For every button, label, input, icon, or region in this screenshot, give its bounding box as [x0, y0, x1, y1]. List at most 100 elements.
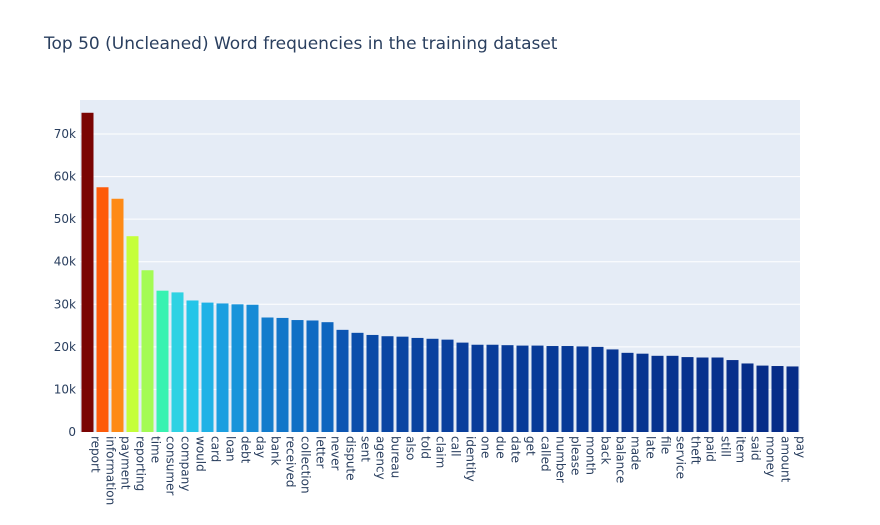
bar-due[interactable]: [486, 344, 499, 432]
bar-made[interactable]: [621, 352, 634, 432]
x-tick-label: paid: [704, 436, 718, 462]
bar-payment[interactable]: [111, 198, 124, 432]
bar-bank[interactable]: [261, 317, 274, 432]
x-tick-label: reporting: [134, 436, 148, 491]
y-tick-label: 10k: [54, 382, 76, 396]
x-tick-label: still: [719, 436, 733, 457]
bar-card[interactable]: [201, 302, 214, 432]
bar-money[interactable]: [756, 365, 769, 432]
y-axis-ticks: 0 10k 20k 30k 40k 50k 60k 70k: [54, 127, 76, 439]
x-tick-label: bureau: [389, 436, 403, 478]
chart-title: Top 50 (Uncleaned) Word frequencies in t…: [44, 34, 558, 54]
x-tick-label: due: [494, 436, 508, 459]
x-tick-label: time: [149, 436, 163, 463]
y-tick-label: 60k: [54, 170, 76, 184]
x-tick-label: bank: [269, 436, 283, 466]
x-tick-label: told: [419, 436, 433, 459]
bar-number[interactable]: [546, 346, 559, 432]
x-tick-label: number: [554, 436, 568, 483]
x-tick-label: card: [209, 436, 223, 462]
bar-item[interactable]: [726, 360, 739, 432]
x-tick-label: please: [569, 436, 583, 475]
x-tick-label: loan: [224, 436, 238, 462]
bar-call[interactable]: [441, 339, 454, 432]
bar-sent[interactable]: [351, 332, 364, 432]
x-tick-label: never: [329, 436, 343, 470]
bar-one[interactable]: [471, 344, 484, 432]
bar-claim[interactable]: [426, 338, 439, 432]
y-tick-label: 70k: [54, 127, 76, 141]
bar-back[interactable]: [591, 346, 604, 432]
x-tick-label: back: [599, 436, 613, 465]
x-tick-label: file: [659, 436, 673, 454]
bar-paid[interactable]: [696, 357, 709, 432]
bar-report[interactable]: [81, 112, 94, 433]
bar-debt[interactable]: [231, 304, 244, 432]
plot-background: [80, 100, 800, 432]
bar-consumer[interactable]: [156, 290, 169, 432]
bar-pay[interactable]: [786, 366, 799, 432]
bar-told[interactable]: [411, 337, 424, 432]
x-tick-label: dispute: [344, 436, 358, 481]
x-tick-label: claim: [434, 436, 448, 468]
x-tick-label: letter: [314, 436, 328, 469]
x-tick-label: received: [284, 436, 298, 487]
bar-service[interactable]: [666, 355, 679, 432]
bar-reporting[interactable]: [126, 236, 139, 432]
x-tick-label: made: [629, 436, 643, 470]
bar-get[interactable]: [516, 345, 529, 432]
x-tick-label: get: [524, 436, 538, 456]
bar-balance[interactable]: [606, 349, 619, 432]
bar-bureau[interactable]: [381, 336, 394, 432]
bar-letter[interactable]: [306, 320, 319, 432]
x-tick-label: date: [509, 436, 523, 463]
x-axis-ticks: report information payment reporting time con…: [89, 436, 808, 505]
bar-dispute[interactable]: [336, 329, 349, 432]
bar-company[interactable]: [171, 292, 184, 432]
x-tick-label: agency: [374, 436, 388, 480]
bar-loan[interactable]: [216, 303, 229, 432]
bar-never[interactable]: [321, 322, 334, 432]
bar-time[interactable]: [141, 270, 154, 432]
bar-information[interactable]: [96, 187, 109, 432]
bar-day[interactable]: [246, 304, 259, 432]
bar-also[interactable]: [396, 336, 409, 432]
bar-month[interactable]: [576, 346, 589, 432]
bar-late[interactable]: [636, 353, 649, 432]
bar-theft[interactable]: [681, 357, 694, 432]
x-tick-label: said: [749, 436, 763, 461]
x-tick-label: would: [194, 436, 208, 472]
bar-still[interactable]: [711, 357, 724, 432]
bar-identity[interactable]: [456, 342, 469, 432]
x-tick-label: one: [479, 436, 493, 458]
x-tick-label: sent: [359, 436, 373, 462]
bar-called[interactable]: [531, 345, 544, 432]
x-tick-label: called: [539, 436, 553, 472]
x-tick-label: money: [764, 436, 778, 477]
bar-received[interactable]: [276, 317, 289, 432]
bar-date[interactable]: [501, 345, 514, 432]
x-tick-label: late: [644, 436, 658, 459]
bar-would[interactable]: [186, 300, 199, 432]
x-tick-label: consumer: [164, 436, 178, 495]
bar-please[interactable]: [561, 346, 574, 432]
x-tick-label: item: [734, 436, 748, 463]
y-tick-label: 30k: [54, 297, 76, 311]
bar-said[interactable]: [741, 363, 754, 432]
x-tick-label: month: [584, 436, 598, 475]
bar-collection[interactable]: [291, 320, 304, 432]
bars: [81, 112, 799, 433]
gridlines: [80, 133, 800, 390]
y-tick-label: 0: [68, 425, 76, 439]
bar-file[interactable]: [651, 355, 664, 432]
y-tick-label: 20k: [54, 340, 76, 354]
bar-amount[interactable]: [771, 366, 784, 432]
y-tick-label: 40k: [54, 255, 76, 269]
x-tick-label: debt: [239, 436, 253, 464]
x-tick-label: information: [104, 436, 118, 505]
x-tick-label: balance: [614, 436, 628, 483]
y-tick-label: 50k: [54, 212, 76, 226]
bar-agency[interactable]: [366, 334, 379, 432]
x-tick-label: collection: [299, 436, 313, 494]
